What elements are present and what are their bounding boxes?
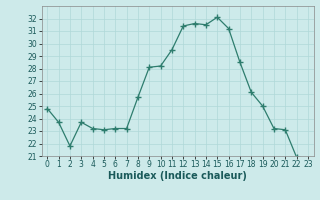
X-axis label: Humidex (Indice chaleur): Humidex (Indice chaleur) [108,171,247,181]
